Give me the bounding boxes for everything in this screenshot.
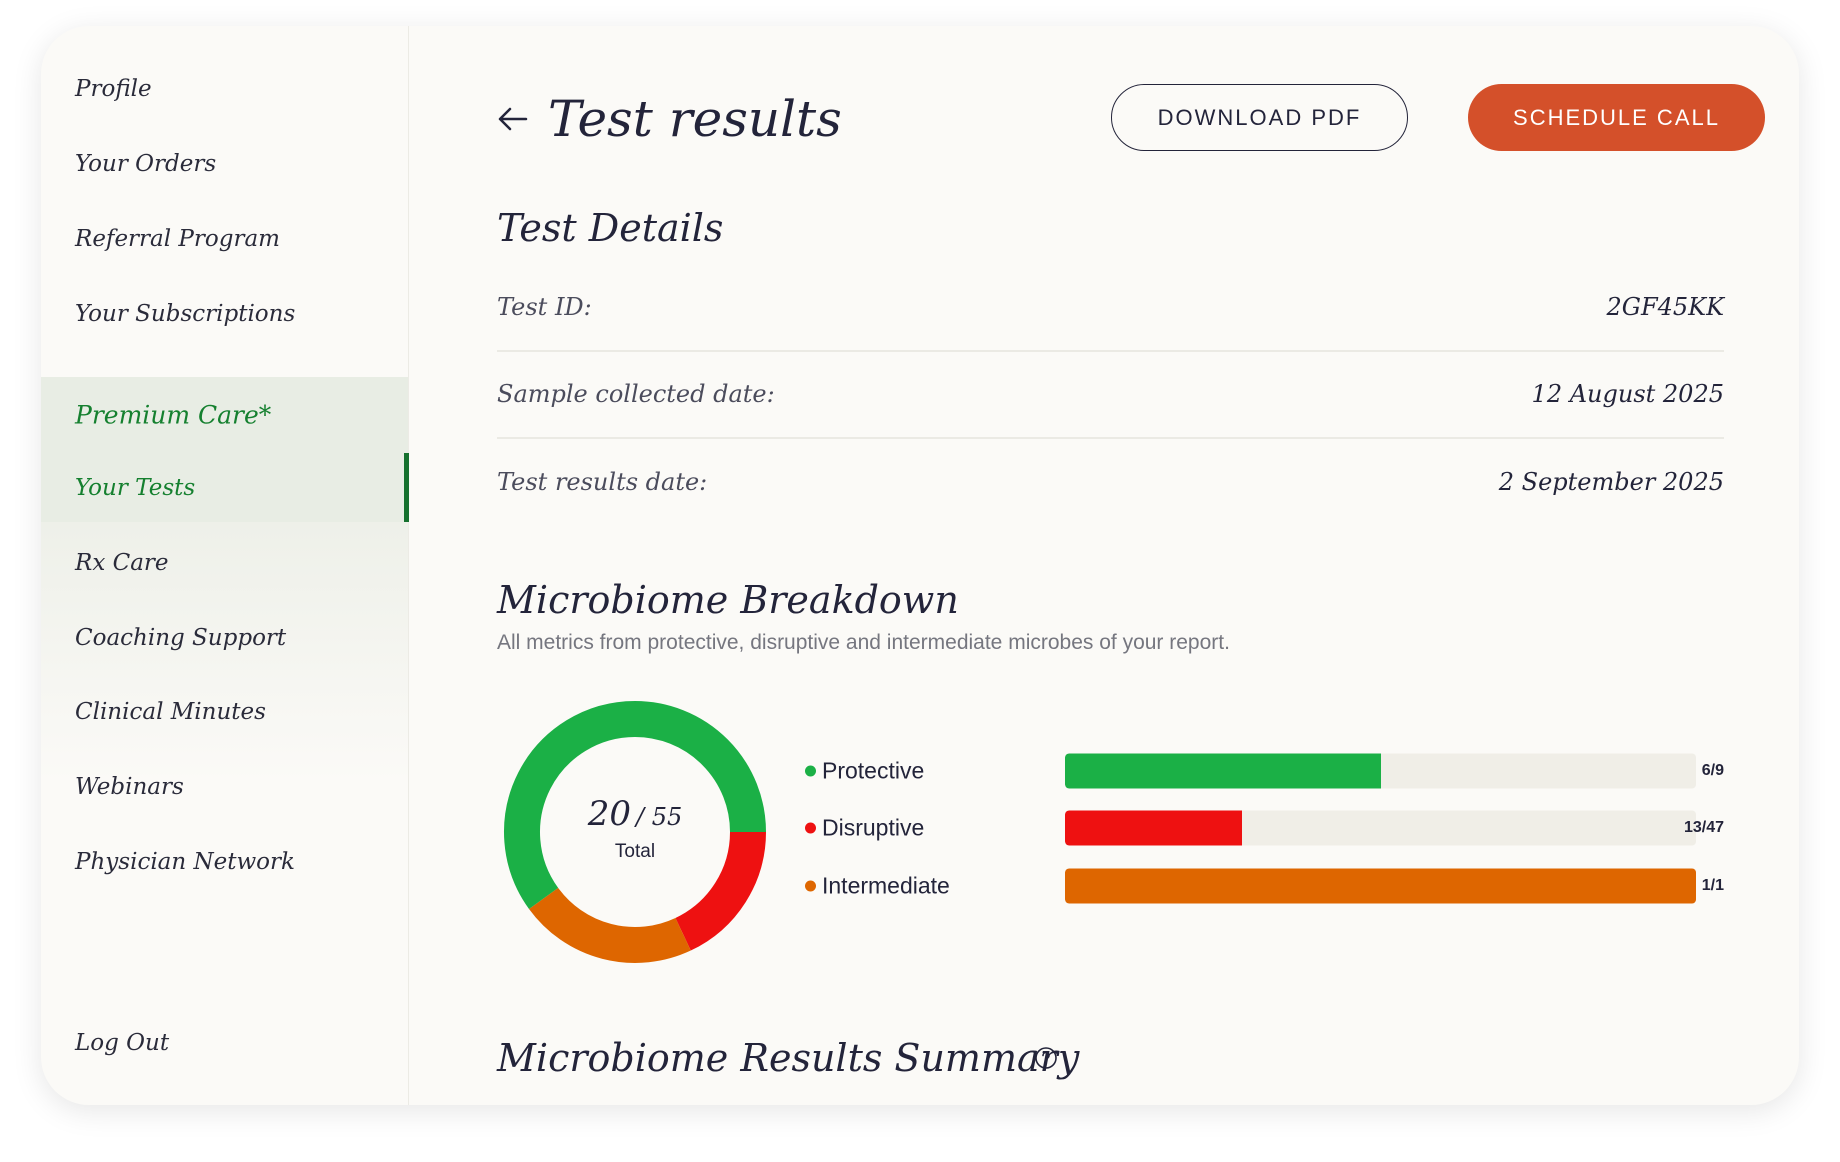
test-details-heading: Test Details [497,206,724,250]
legend-label: Protective [822,757,925,784]
arrow-left-icon[interactable] [496,104,530,134]
total-label: Total [614,841,656,862]
premium-care-fade [41,522,408,782]
donut-segment [504,701,636,909]
question-circle-icon[interactable] [1034,1046,1058,1070]
sidebar-item-profile[interactable]: Profile [75,76,152,102]
legend-dot-icon [805,822,816,834]
sidebar-item-clinical-minutes[interactable]: Clinical Minutes [75,699,266,725]
donut-segment [674,831,766,951]
main-content: Test results DOWNLOAD PDF SCHEDULE CALL … [456,26,1799,1105]
bar-value: 13/47 [1683,819,1724,836]
results-date-value: 2 September 2025 [1498,468,1724,496]
sample-date-label: Sample collected date: [497,380,775,408]
total-value: 20 [587,794,631,834]
sample-date-value: 12 August 2025 [1531,380,1724,408]
donut-segment [529,887,691,963]
legend-dot-icon [805,765,816,777]
bar-fill [1065,753,1381,789]
bar-track [1065,753,1696,789]
test-id-value: 2GF45KK [1606,293,1725,321]
sidebar-item-your-tests[interactable]: Your Tests [75,475,196,501]
download-pdf-button[interactable]: DOWNLOAD PDF [1111,84,1408,151]
legend-dot-icon [805,880,816,892]
bar-track [1065,868,1696,904]
bar-fill [1065,810,1242,846]
legend-label: Intermediate [822,872,950,899]
schedule-call-button[interactable]: SCHEDULE CALL [1468,84,1765,151]
premium-care-section [41,377,408,522]
app-window: Profile Your Orders Referral Program You… [41,26,1799,1105]
test-id-label: Test ID: [497,293,592,321]
total-max: / 55 [636,803,683,831]
donut-segment [634,701,766,833]
sidebar-item-premium-care[interactable]: Premium Care* [75,400,272,430]
donut-total: 20 / 55 [500,794,770,834]
bar-track [1065,810,1696,846]
breakdown-heading: Microbiome Breakdown [497,578,959,622]
sidebar-item-your-subscriptions[interactable]: Your Subscriptions [75,301,296,327]
donut-chart: 20 / 55 Total [500,697,770,967]
legend-label: Disruptive [822,814,925,841]
summary-heading: Microbiome Results Summary [497,1036,1080,1080]
sidebar-item-your-orders[interactable]: Your Orders [75,151,217,177]
bar-fill [1065,868,1696,904]
sidebar-item-referral-program[interactable]: Referral Program [75,226,280,252]
sidebar-item-coaching-support[interactable]: Coaching Support [75,625,287,651]
page-title: Test results [548,90,842,148]
divider [497,437,1724,439]
sidebar: Profile Your Orders Referral Program You… [41,26,409,1105]
results-date-label: Test results date: [497,468,708,496]
breakdown-subtitle: All metrics from protective, disruptive … [497,631,1230,654]
logout-link[interactable]: Log Out [75,1030,170,1056]
sidebar-item-rx-care[interactable]: Rx Care [75,550,169,576]
active-indicator [404,453,409,522]
bar-value: 6/9 [1701,762,1724,779]
bar-value: 1/1 [1701,877,1724,894]
sidebar-item-webinars[interactable]: Webinars [75,774,184,800]
sidebar-item-physician-network[interactable]: Physician Network [75,849,295,875]
divider [497,350,1724,352]
